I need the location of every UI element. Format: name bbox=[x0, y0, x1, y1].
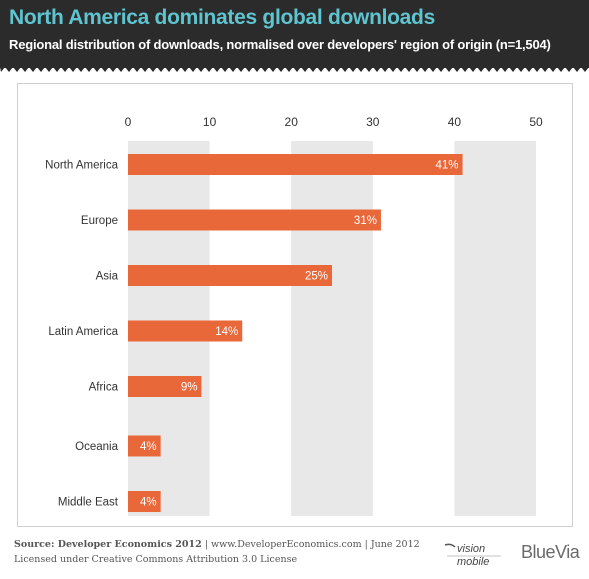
category-label: Asia bbox=[96, 271, 119, 283]
svg-text:vision: vision bbox=[457, 543, 485, 555]
x-tick-label: 50 bbox=[529, 115, 543, 129]
data-label: 31% bbox=[354, 215, 377, 227]
data-label: 9% bbox=[181, 382, 198, 394]
header-zigzag-edge bbox=[0, 63, 589, 72]
grid-band bbox=[454, 141, 536, 516]
category-label: Africa bbox=[89, 382, 119, 394]
source-details: | www.DeveloperEconomics.com | June 2012 bbox=[201, 539, 420, 550]
chart-subtitle: Regional distribution of downloads, norm… bbox=[9, 37, 551, 52]
chart-title: North America dominates global downloads bbox=[9, 6, 435, 29]
visionmobile-logo: vision mobile bbox=[444, 543, 501, 568]
x-tick-label: 0 bbox=[125, 115, 132, 129]
x-tick-label: 20 bbox=[285, 115, 299, 129]
x-tick-label: 40 bbox=[448, 115, 462, 129]
bar bbox=[128, 265, 332, 286]
grid-band bbox=[291, 141, 373, 516]
data-label: 14% bbox=[215, 326, 238, 338]
data-label: 4% bbox=[140, 441, 157, 453]
x-tick-label: 10 bbox=[203, 115, 217, 129]
data-label: 25% bbox=[305, 271, 328, 283]
footer-source: Source: Developer Economics 2012 | www.D… bbox=[14, 539, 420, 550]
chart-panel: 0 10 20 30 40 50 North America 41% Europe 31% Asia… bbox=[17, 83, 573, 527]
category-label: Europe bbox=[81, 215, 118, 227]
category-label: Oceania bbox=[75, 441, 118, 453]
data-label: 4% bbox=[140, 497, 157, 509]
bar bbox=[128, 209, 381, 231]
category-label: North America bbox=[45, 160, 118, 172]
bluevia-logo: BlueVia bbox=[521, 542, 580, 562]
category-label: Middle East bbox=[58, 497, 119, 509]
category-label: Latin America bbox=[48, 326, 118, 338]
footer-license: Licensed under Creative Commons Attribut… bbox=[14, 554, 298, 565]
bar bbox=[128, 320, 243, 342]
bar bbox=[128, 376, 202, 397]
bar bbox=[128, 435, 161, 457]
bar bbox=[128, 491, 161, 512]
bar bbox=[128, 154, 463, 175]
source-label: Source: Developer Economics 2012 bbox=[14, 539, 202, 550]
header-banner: North America dominates global downloads… bbox=[0, 0, 589, 68]
svg-text:mobile: mobile bbox=[457, 556, 489, 568]
data-label: 41% bbox=[436, 160, 459, 172]
bar-chart: 0 10 20 30 40 50 North America 41% Europe 31% Asia… bbox=[45, 115, 543, 516]
x-tick-label: 30 bbox=[366, 115, 380, 129]
